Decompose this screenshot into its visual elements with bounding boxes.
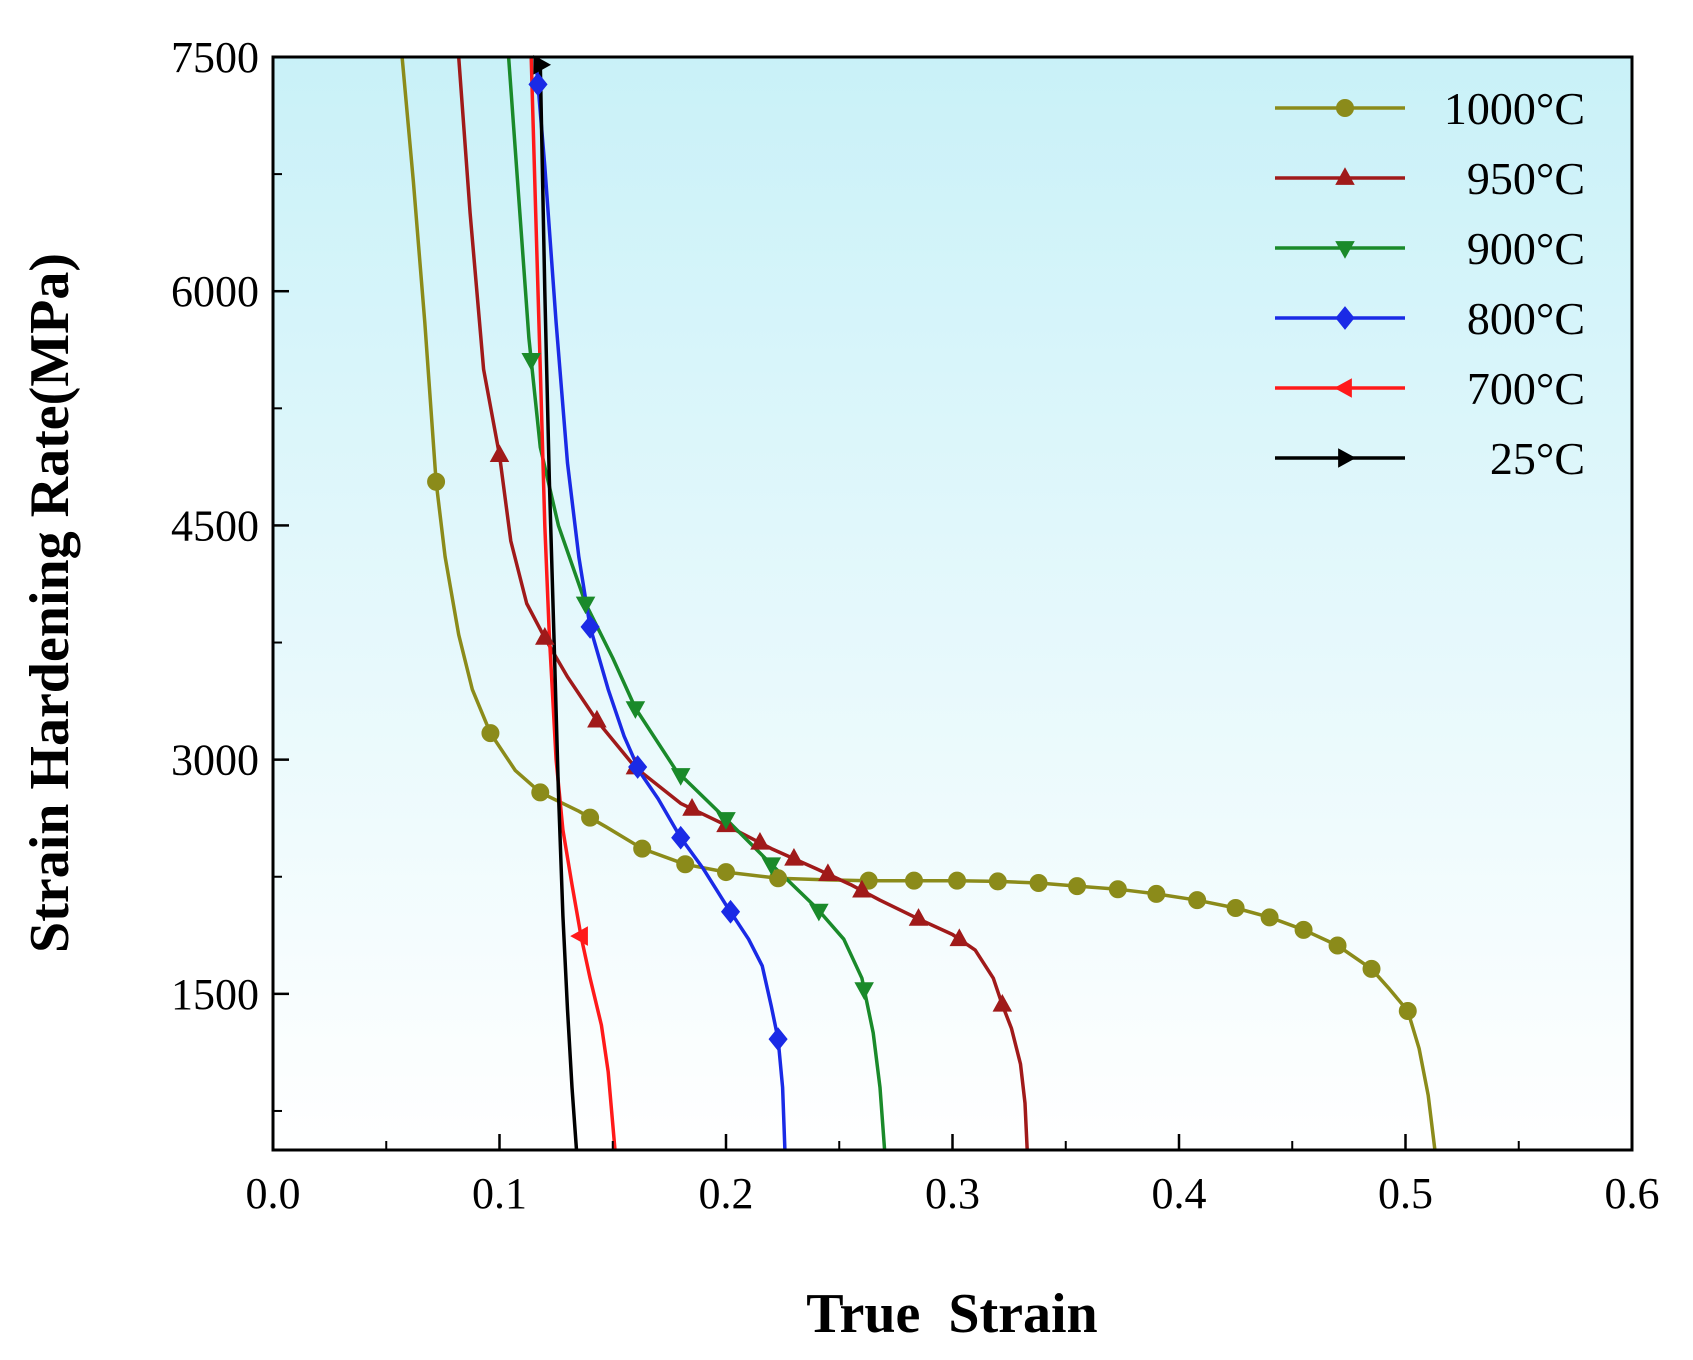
series-line-700C bbox=[529, 57, 617, 1150]
data-point-800C bbox=[580, 615, 600, 639]
data-point-800C bbox=[720, 899, 741, 924]
data-point-25C bbox=[533, 55, 552, 75]
legend-label: 1000°C bbox=[1444, 83, 1585, 134]
data-point-900C bbox=[670, 768, 691, 786]
legend-marker bbox=[1335, 306, 1355, 330]
x-tick-label: 0.5 bbox=[1378, 1169, 1433, 1218]
data-point-1000C bbox=[717, 863, 735, 882]
legend-marker bbox=[1338, 448, 1356, 468]
data-point-1000C bbox=[1328, 936, 1347, 955]
data-point-1000C bbox=[1068, 877, 1087, 896]
plot-background bbox=[273, 57, 1632, 1150]
data-point-700C bbox=[570, 926, 588, 946]
y-tick-label: 6000 bbox=[171, 267, 259, 316]
x-axis: 0.0 0.1 0.2 0.3 0.4 0.5 0.6 bbox=[246, 1134, 1660, 1218]
y-tick-label: 1500 bbox=[171, 970, 259, 1019]
data-point-1000C bbox=[1029, 873, 1048, 892]
series-line-800C bbox=[533, 57, 787, 1150]
data-point-950C bbox=[750, 831, 770, 850]
legend-item-800C: 800°C bbox=[1275, 293, 1585, 344]
data-point-900C bbox=[575, 596, 596, 615]
y-axis: 1500 3000 4500 6000 7500 bbox=[171, 33, 289, 1112]
x-tick-label: 0.2 bbox=[699, 1169, 754, 1218]
series-line-25C bbox=[538, 63, 579, 1150]
marker-layer bbox=[427, 55, 1417, 1051]
x-tick-label: 0.0 bbox=[246, 1169, 301, 1218]
data-point-800C bbox=[671, 825, 691, 850]
data-point-1000C bbox=[1260, 908, 1279, 927]
data-point-950C bbox=[587, 709, 607, 728]
data-point-800C bbox=[528, 72, 548, 97]
data-point-950C bbox=[992, 993, 1013, 1012]
data-point-1000C bbox=[1188, 891, 1207, 910]
data-point-1000C bbox=[427, 472, 446, 491]
legend-item-25C: 25°C bbox=[1275, 433, 1585, 484]
legend-label: 900°C bbox=[1467, 223, 1585, 274]
data-point-900C bbox=[761, 857, 782, 876]
data-point-950C bbox=[784, 847, 804, 866]
y-tick-label: 3000 bbox=[171, 736, 259, 785]
data-point-900C bbox=[716, 812, 736, 830]
legend-marker bbox=[1335, 167, 1355, 185]
x-tick-label: 0.4 bbox=[1152, 1169, 1207, 1218]
legend-marker bbox=[1336, 99, 1354, 117]
legend-label: 950°C bbox=[1467, 153, 1585, 204]
x-tick-label: 0.6 bbox=[1605, 1169, 1660, 1218]
legend-label: 25°C bbox=[1490, 433, 1585, 484]
data-point-1000C bbox=[1226, 898, 1245, 917]
data-point-800C bbox=[628, 755, 648, 779]
data-point-1000C bbox=[904, 871, 923, 890]
data-point-900C bbox=[521, 353, 541, 371]
x-tick-label: 0.3 bbox=[925, 1169, 980, 1218]
legend-label: 700°C bbox=[1467, 363, 1585, 414]
data-point-1000C bbox=[481, 724, 500, 743]
data-point-1000C bbox=[1362, 959, 1381, 978]
legend-item-1000C: 1000°C bbox=[1275, 83, 1585, 134]
data-point-950C bbox=[818, 863, 838, 882]
data-point-1000C bbox=[1147, 884, 1166, 903]
data-point-900C bbox=[854, 982, 874, 1000]
data-point-800C bbox=[768, 1027, 788, 1051]
data-point-1000C bbox=[769, 869, 788, 888]
x-tick-label: 0.1 bbox=[472, 1169, 527, 1218]
data-point-950C bbox=[489, 444, 510, 463]
data-point-1000C bbox=[531, 783, 550, 802]
y-tick-label: 4500 bbox=[171, 501, 259, 550]
data-point-950C bbox=[682, 798, 702, 816]
data-point-900C bbox=[625, 701, 646, 719]
data-point-1000C bbox=[633, 839, 652, 858]
legend-label: 800°C bbox=[1467, 293, 1585, 344]
legend-marker bbox=[1334, 378, 1352, 398]
legend-item-900C: 900°C bbox=[1275, 223, 1585, 274]
data-point-1000C bbox=[676, 855, 695, 874]
legend: 1000°C 950°C 900°C 800°C 700°C 25°C bbox=[1275, 83, 1585, 484]
data-point-950C bbox=[908, 908, 929, 926]
legend-marker bbox=[1335, 241, 1355, 259]
data-point-1000C bbox=[1398, 1002, 1417, 1021]
x-axis-title: True Strain bbox=[806, 1283, 1097, 1345]
data-point-950C bbox=[949, 928, 970, 947]
data-point-900C bbox=[809, 903, 829, 922]
y-tick-label: 7500 bbox=[171, 33, 259, 82]
data-point-950C bbox=[535, 627, 555, 645]
data-point-1000C bbox=[581, 808, 600, 827]
legend-item-950C: 950°C bbox=[1275, 153, 1585, 204]
legend-item-700C: 700°C bbox=[1275, 363, 1585, 414]
y-axis-title: Strain Hardening Rate(MPa) bbox=[19, 253, 81, 953]
data-point-1000C bbox=[988, 872, 1007, 891]
data-point-1000C bbox=[1294, 920, 1313, 939]
data-point-1000C bbox=[1108, 880, 1127, 899]
data-point-950C bbox=[852, 879, 872, 898]
data-point-1000C bbox=[948, 871, 967, 890]
